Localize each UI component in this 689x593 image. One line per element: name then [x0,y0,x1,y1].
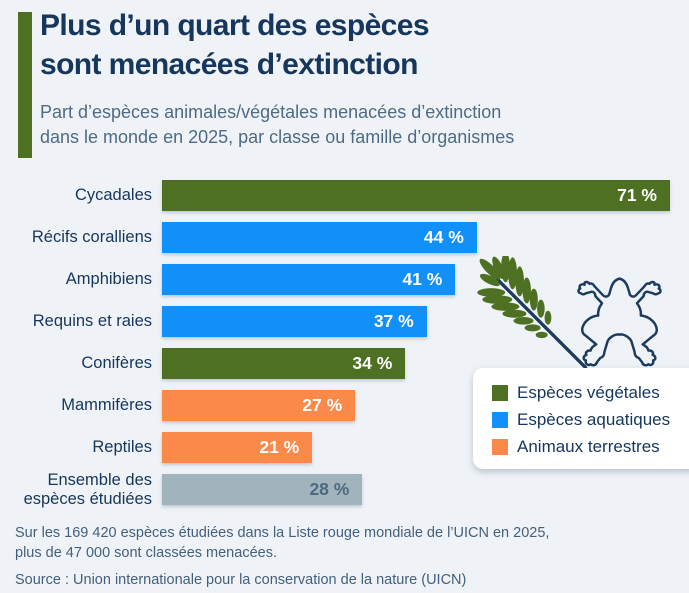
chart-row: Amphibiens 41 % [0,264,689,295]
chart-row: Cycadales 71 % [0,180,689,211]
footnote: Sur les 169 420 espèces étudiées dans la… [15,523,675,563]
legend-label: Espèces végétales [517,383,660,402]
bar-value-label: 37 % [373,311,414,331]
category-label: Mammifères [61,396,152,415]
bar-track: 41 % [162,264,670,295]
source-line: Source : Union internationale pour la co… [15,572,467,588]
subtitle-line-2: dans le monde en 2025, par classe ou fam… [40,127,515,147]
bar: 71 % [162,180,670,211]
chart-row: Ensemble des espèces étudiées 28 % [0,471,689,508]
chart-row: Mammifères 27 % [0,390,689,421]
category-label: Requins et raies [32,312,152,331]
legend-item: Animaux terrestres [492,437,689,457]
legend-swatch-icon [492,412,508,428]
chart-row: Reptiles 21 % [0,432,689,463]
legend-box: Espèces végétales Espèces aquatiques Anima… [473,368,689,469]
bar: 44 % [162,222,477,253]
chart-row: Conifères 34 % [0,348,689,379]
bar-value-label: 44 % [423,227,464,247]
footnote-line-2: plus de 47 000 sont classées menacées. [15,545,277,561]
bar-value-label: 41 % [402,269,443,289]
category-label: Cycadales [74,186,152,205]
legend-label: Espèces aquatiques [517,410,671,429]
bar-track: 71 % [162,180,670,211]
bar-track: 34 % [162,348,670,379]
bar-track: 37 % [162,306,670,337]
legend-swatch-icon [492,385,508,401]
footnote-line-1: Sur les 169 420 espèces étudiées dans la… [15,525,550,541]
bar-value-label: 71 % [617,185,657,205]
subtitle-line-1: Part d’espèces animales/végétales menacé… [40,102,502,122]
bar-track: 27 % [162,390,670,421]
page-title: Plus d’un quart des espèces sont menacée… [40,6,660,84]
title-line-1: Plus d’un quart des espèces [40,9,430,42]
frog-outline-icon [577,277,662,367]
bar-value-label: 28 % [309,479,350,499]
bar-value-label: 34 % [352,353,393,373]
bar-value-label: 27 % [302,395,343,415]
bar-track: 44 % [162,222,670,253]
bar: 27 % [162,390,356,421]
bar: 28 % [162,474,363,505]
bar: 21 % [162,432,313,463]
legend-label: Animaux terrestres [517,437,660,456]
bar-value-label: 21 % [259,437,300,457]
chart-row: Récifs coralliens 44 % [0,222,689,253]
title-line-2: sont menacées d’extinction [40,48,418,81]
category-label: Amphibiens [65,270,152,289]
category-label: Récifs coralliens [31,228,152,247]
fern-leaf-icon [477,256,588,370]
chart-row: Requins et raies 37 % [0,306,689,337]
bar-track: 28 % [162,474,670,505]
category-label: Conifères [81,354,152,373]
legend-item: Espèces végétales [492,383,689,403]
legend-item: Espèces aquatiques [492,410,689,430]
category-label: Reptiles [92,438,152,457]
bar: 41 % [162,264,456,295]
category-label: Ensemble des espèces étudiées [23,471,152,508]
legend-swatch-icon [492,439,508,455]
chart-rows: Cycadales 71 % Récifs coralliens 44 % Amphib… [0,180,689,516]
bar-track: 21 % [162,432,670,463]
bar: 34 % [162,348,406,379]
chart-subtitle: Part d’espèces animales/végétales menacé… [40,100,670,150]
bar: 37 % [162,306,427,337]
title-accent-bar [18,12,32,158]
footer: Sur les 169 420 espèces étudiées dans la… [15,523,675,590]
